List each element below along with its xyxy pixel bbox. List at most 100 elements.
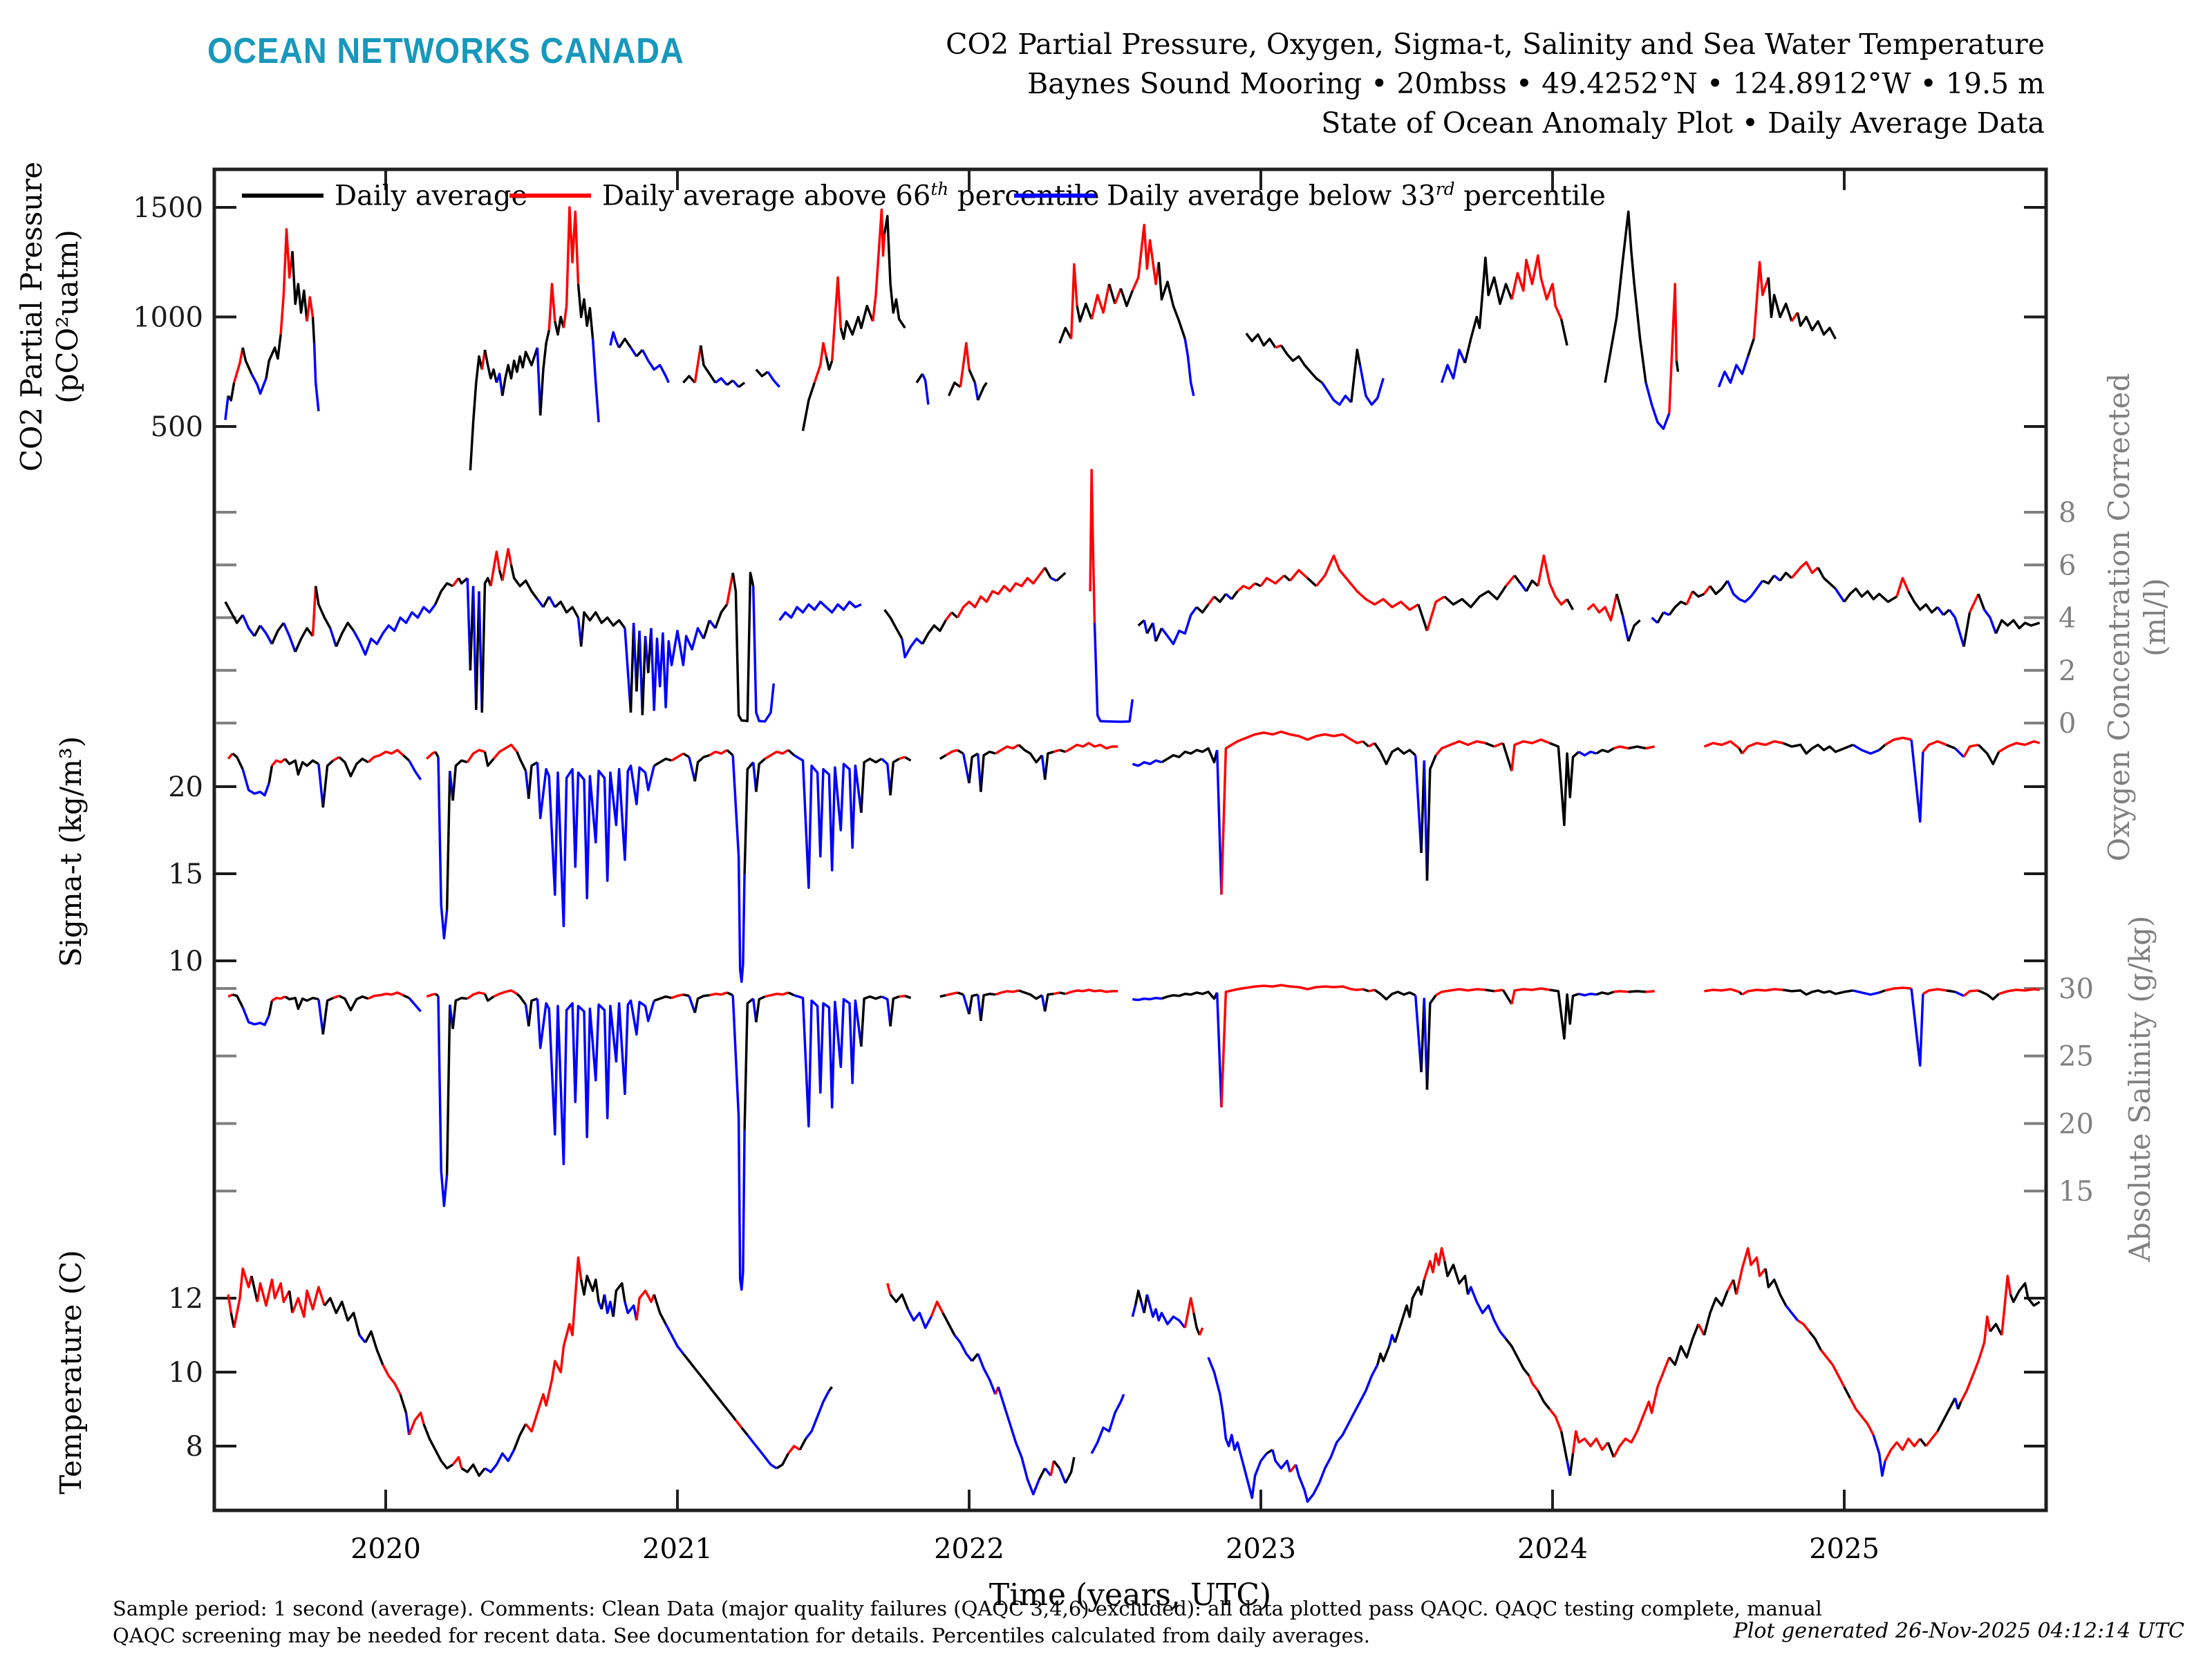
series-co2 bbox=[839, 304, 874, 340]
series-temperature bbox=[1423, 1247, 1446, 1280]
series-sigmat bbox=[1425, 754, 1437, 881]
series-salinity bbox=[1161, 991, 1219, 1000]
series-sigmat bbox=[1414, 755, 1423, 853]
series-co2 bbox=[700, 345, 717, 384]
series-temperature bbox=[256, 1278, 291, 1307]
series-salinity bbox=[995, 989, 1020, 996]
series-salinity bbox=[1501, 989, 1513, 1005]
x-axis-label: Time (years, UTC) bbox=[988, 1577, 1272, 1613]
series-salinity bbox=[755, 995, 766, 1023]
series-temperature bbox=[828, 1386, 834, 1391]
series-sigmat bbox=[1018, 744, 1043, 764]
series-temperature bbox=[422, 1423, 454, 1470]
series-salinity bbox=[1998, 988, 2040, 995]
series-co2 bbox=[1090, 283, 1111, 320]
series-salinity bbox=[1741, 988, 1783, 996]
series-oxygen bbox=[1977, 593, 1986, 610]
y-tick-label-sigmat: 20 bbox=[168, 771, 203, 803]
title-line-2: Baynes Sound Mooring • 20mbss • 49.4252°… bbox=[1027, 67, 2045, 100]
series-salinity bbox=[1053, 991, 1060, 995]
series-sigmat bbox=[425, 751, 436, 760]
series-oxygen bbox=[1417, 603, 1429, 632]
series-temperature bbox=[525, 1256, 583, 1433]
series-temperature bbox=[635, 1289, 655, 1321]
y-tick-label-temperature: 8 bbox=[186, 1431, 203, 1463]
y-tick-label-salinity: 25 bbox=[2059, 1041, 2094, 1073]
y-tick-label-salinity: 30 bbox=[2059, 973, 2094, 1005]
series-sigmat bbox=[1501, 742, 1513, 771]
series-temperature bbox=[1192, 1313, 1201, 1336]
series-sigmat bbox=[451, 759, 468, 801]
series-oxygen bbox=[883, 609, 903, 639]
series-oxygen bbox=[335, 621, 355, 648]
x-tick-label: 2022 bbox=[934, 1533, 1004, 1565]
series-temperature bbox=[798, 1438, 807, 1451]
series-oxygen bbox=[901, 637, 924, 659]
series-sigmat bbox=[889, 758, 900, 796]
series-oxygen bbox=[224, 601, 244, 624]
series-salinity bbox=[1132, 996, 1162, 1002]
series-sigmat bbox=[787, 749, 795, 756]
series-co2 bbox=[265, 334, 282, 379]
series-sigmat bbox=[1878, 744, 1886, 751]
series-co2 bbox=[241, 347, 253, 375]
y-tick-label-oxygen: 8 bbox=[2059, 497, 2076, 529]
series-co2 bbox=[767, 371, 781, 388]
series-salinity bbox=[794, 994, 863, 1127]
series-temperature bbox=[1145, 1294, 1186, 1329]
series-sigmat bbox=[709, 749, 728, 757]
series-temperature bbox=[1183, 1297, 1195, 1329]
series-salinity bbox=[1910, 988, 1924, 1067]
series-co2 bbox=[947, 381, 962, 397]
series-sigmat bbox=[1578, 750, 1597, 757]
series-co2 bbox=[1675, 360, 1680, 373]
series-salinity bbox=[1220, 984, 1363, 1107]
series-sigmat bbox=[434, 751, 440, 758]
series-temperature bbox=[1537, 1389, 1551, 1410]
y-axis-label-oxygen: Oxygen Concentration Corrected (ml/l) bbox=[2102, 373, 2172, 862]
series-temperature bbox=[1989, 1322, 2003, 1336]
series-temperature bbox=[906, 1309, 932, 1329]
series-oxygen bbox=[956, 567, 1047, 619]
series-salinity bbox=[1962, 989, 1979, 997]
series-temperature bbox=[1443, 1261, 1470, 1295]
series-oxygen bbox=[725, 572, 734, 605]
series-sigmat bbox=[536, 762, 655, 928]
series-temperature bbox=[358, 1334, 366, 1344]
series-oxygen bbox=[1152, 622, 1157, 642]
series-salinity bbox=[1884, 986, 1912, 992]
y-tick-label-oxygen: 4 bbox=[2059, 603, 2076, 635]
series-salinity bbox=[1954, 991, 1965, 997]
series-temperature bbox=[886, 1283, 892, 1295]
series-salinity bbox=[227, 993, 234, 998]
series-salinity bbox=[338, 995, 369, 1012]
series-oxygen bbox=[1225, 592, 1232, 601]
series-sigmat bbox=[321, 759, 335, 808]
series-co2 bbox=[1559, 319, 1568, 346]
series-salinity bbox=[1922, 988, 1947, 995]
series-oxygen bbox=[1817, 567, 1837, 590]
series-oxygen bbox=[1283, 574, 1291, 582]
series-oxygen bbox=[1050, 577, 1058, 582]
series-temperature bbox=[889, 1293, 910, 1310]
title-line-1: CO2 Partial Pressure, Oxygen, Sigma-t, S… bbox=[946, 28, 2045, 61]
series-co2 bbox=[1157, 262, 1186, 339]
series-temperature bbox=[1956, 1401, 1962, 1410]
series-salinity bbox=[693, 994, 710, 1013]
series-co2 bbox=[755, 368, 769, 377]
series-salinity bbox=[527, 997, 538, 1027]
series-temperature bbox=[664, 1323, 684, 1355]
series-sigmat bbox=[980, 750, 996, 792]
series-temperature bbox=[1466, 1286, 1507, 1340]
series-oxygen bbox=[1936, 606, 1944, 616]
series-oxygen bbox=[509, 564, 538, 600]
series-temperature bbox=[1131, 1305, 1137, 1318]
series-oxygen bbox=[294, 627, 314, 653]
series-oxygen bbox=[650, 627, 705, 711]
series-temperature bbox=[484, 1449, 516, 1474]
series-salinity bbox=[1510, 987, 1550, 1004]
series-salinity bbox=[726, 991, 733, 997]
series-salinity bbox=[683, 993, 690, 997]
series-oxygen bbox=[1994, 619, 2041, 635]
x-tick-label: 2023 bbox=[1226, 1533, 1296, 1565]
